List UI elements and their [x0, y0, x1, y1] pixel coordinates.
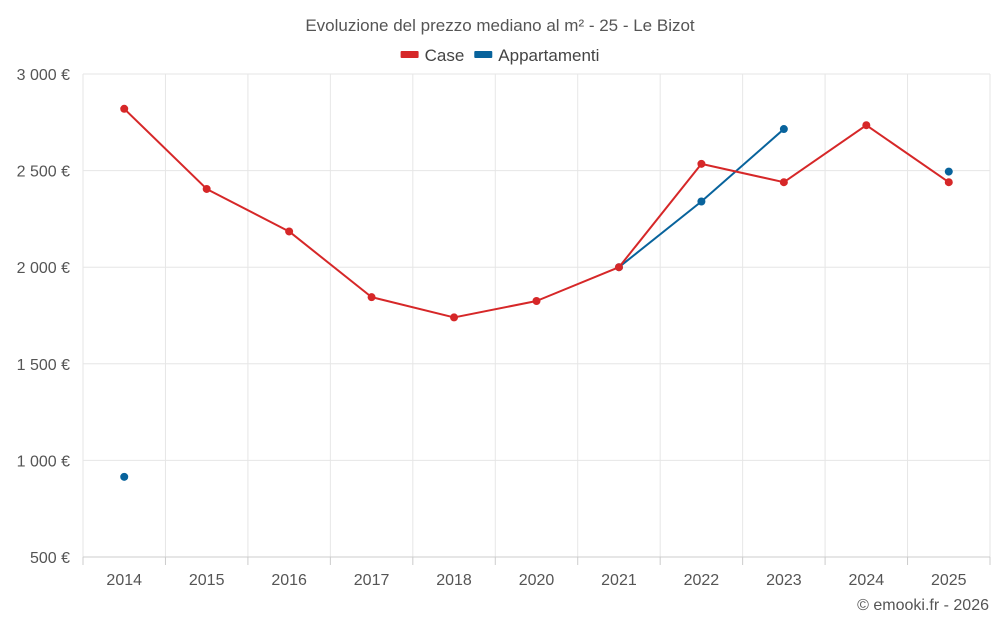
- data-point[interactable]: [944, 178, 953, 187]
- series-line-segment: [618, 200, 703, 268]
- x-tick-label: 2016: [271, 572, 307, 589]
- grid: [82, 73, 991, 558]
- series-line-segment: [288, 230, 373, 298]
- data-point[interactable]: [120, 472, 129, 481]
- y-tick-label: 3 000 €: [17, 67, 70, 84]
- y-axis: 500 € 1 000 € 1 500 € 2 000 € 2 500 € 3 000 €: [17, 67, 70, 567]
- series-line-segment: [206, 188, 290, 233]
- legend: Case Appartamenti: [400, 46, 599, 65]
- y-tick-label: 500 €: [30, 550, 70, 567]
- x-tick-label: 2014: [106, 572, 142, 589]
- data-point[interactable]: [779, 178, 788, 187]
- x-tick-label: 2025: [931, 572, 967, 589]
- y-tick-label: 1 500 €: [17, 357, 70, 374]
- x-axis: 2014 2015 2016 2017 2018 2020 2021 2022 2023 2024…: [82, 556, 991, 589]
- series-appartamenti: [120, 125, 953, 481]
- x-tick-label: 2023: [766, 572, 802, 589]
- x-tick-label: 2024: [849, 572, 885, 589]
- series-group: [120, 104, 953, 481]
- data-point[interactable]: [120, 104, 129, 113]
- data-point[interactable]: [450, 313, 459, 322]
- data-point[interactable]: [697, 159, 706, 168]
- series-line-segment: [123, 108, 208, 190]
- series-line-segment: [783, 124, 867, 184]
- x-tick-label: 2017: [354, 572, 390, 589]
- data-point[interactable]: [862, 121, 871, 130]
- series-line-segment: [701, 162, 785, 184]
- legend-label: Case: [425, 46, 465, 65]
- data-point[interactable]: [285, 227, 294, 236]
- x-tick-label: 2022: [684, 572, 720, 589]
- data-point[interactable]: [697, 197, 706, 206]
- series-line-segment: [453, 300, 537, 319]
- y-tick-label: 2 000 €: [17, 260, 70, 277]
- credit-text: © emooki.fr - 2026: [857, 597, 989, 614]
- x-tick-label: 2018: [436, 572, 472, 589]
- chart-title: Evoluzione del prezzo mediano al m² - 25…: [305, 16, 695, 35]
- legend-item-appartamenti[interactable]: Appartamenti: [474, 46, 599, 65]
- series-line-segment: [618, 163, 703, 268]
- data-point[interactable]: [944, 167, 953, 176]
- series-line-segment: [865, 124, 950, 184]
- data-point[interactable]: [614, 263, 623, 272]
- y-tick-label: 2 500 €: [17, 164, 70, 181]
- series-line-segment: [536, 266, 620, 302]
- data-point[interactable]: [367, 293, 376, 302]
- x-tick-label: 2015: [189, 572, 225, 589]
- x-tick-label: 2021: [601, 572, 637, 589]
- y-tick-label: 1 000 €: [17, 453, 70, 470]
- data-point[interactable]: [779, 125, 788, 134]
- legend-swatch: [474, 51, 493, 58]
- series-line-segment: [700, 128, 785, 203]
- x-tick-label: 2020: [519, 572, 555, 589]
- data-point[interactable]: [202, 184, 211, 193]
- data-point[interactable]: [532, 297, 541, 306]
- legend-label: Appartamenti: [498, 46, 599, 65]
- series-case: [120, 104, 953, 322]
- series-line-segment: [371, 296, 455, 319]
- legend-swatch: [400, 51, 419, 58]
- legend-item-case[interactable]: Case: [400, 46, 465, 65]
